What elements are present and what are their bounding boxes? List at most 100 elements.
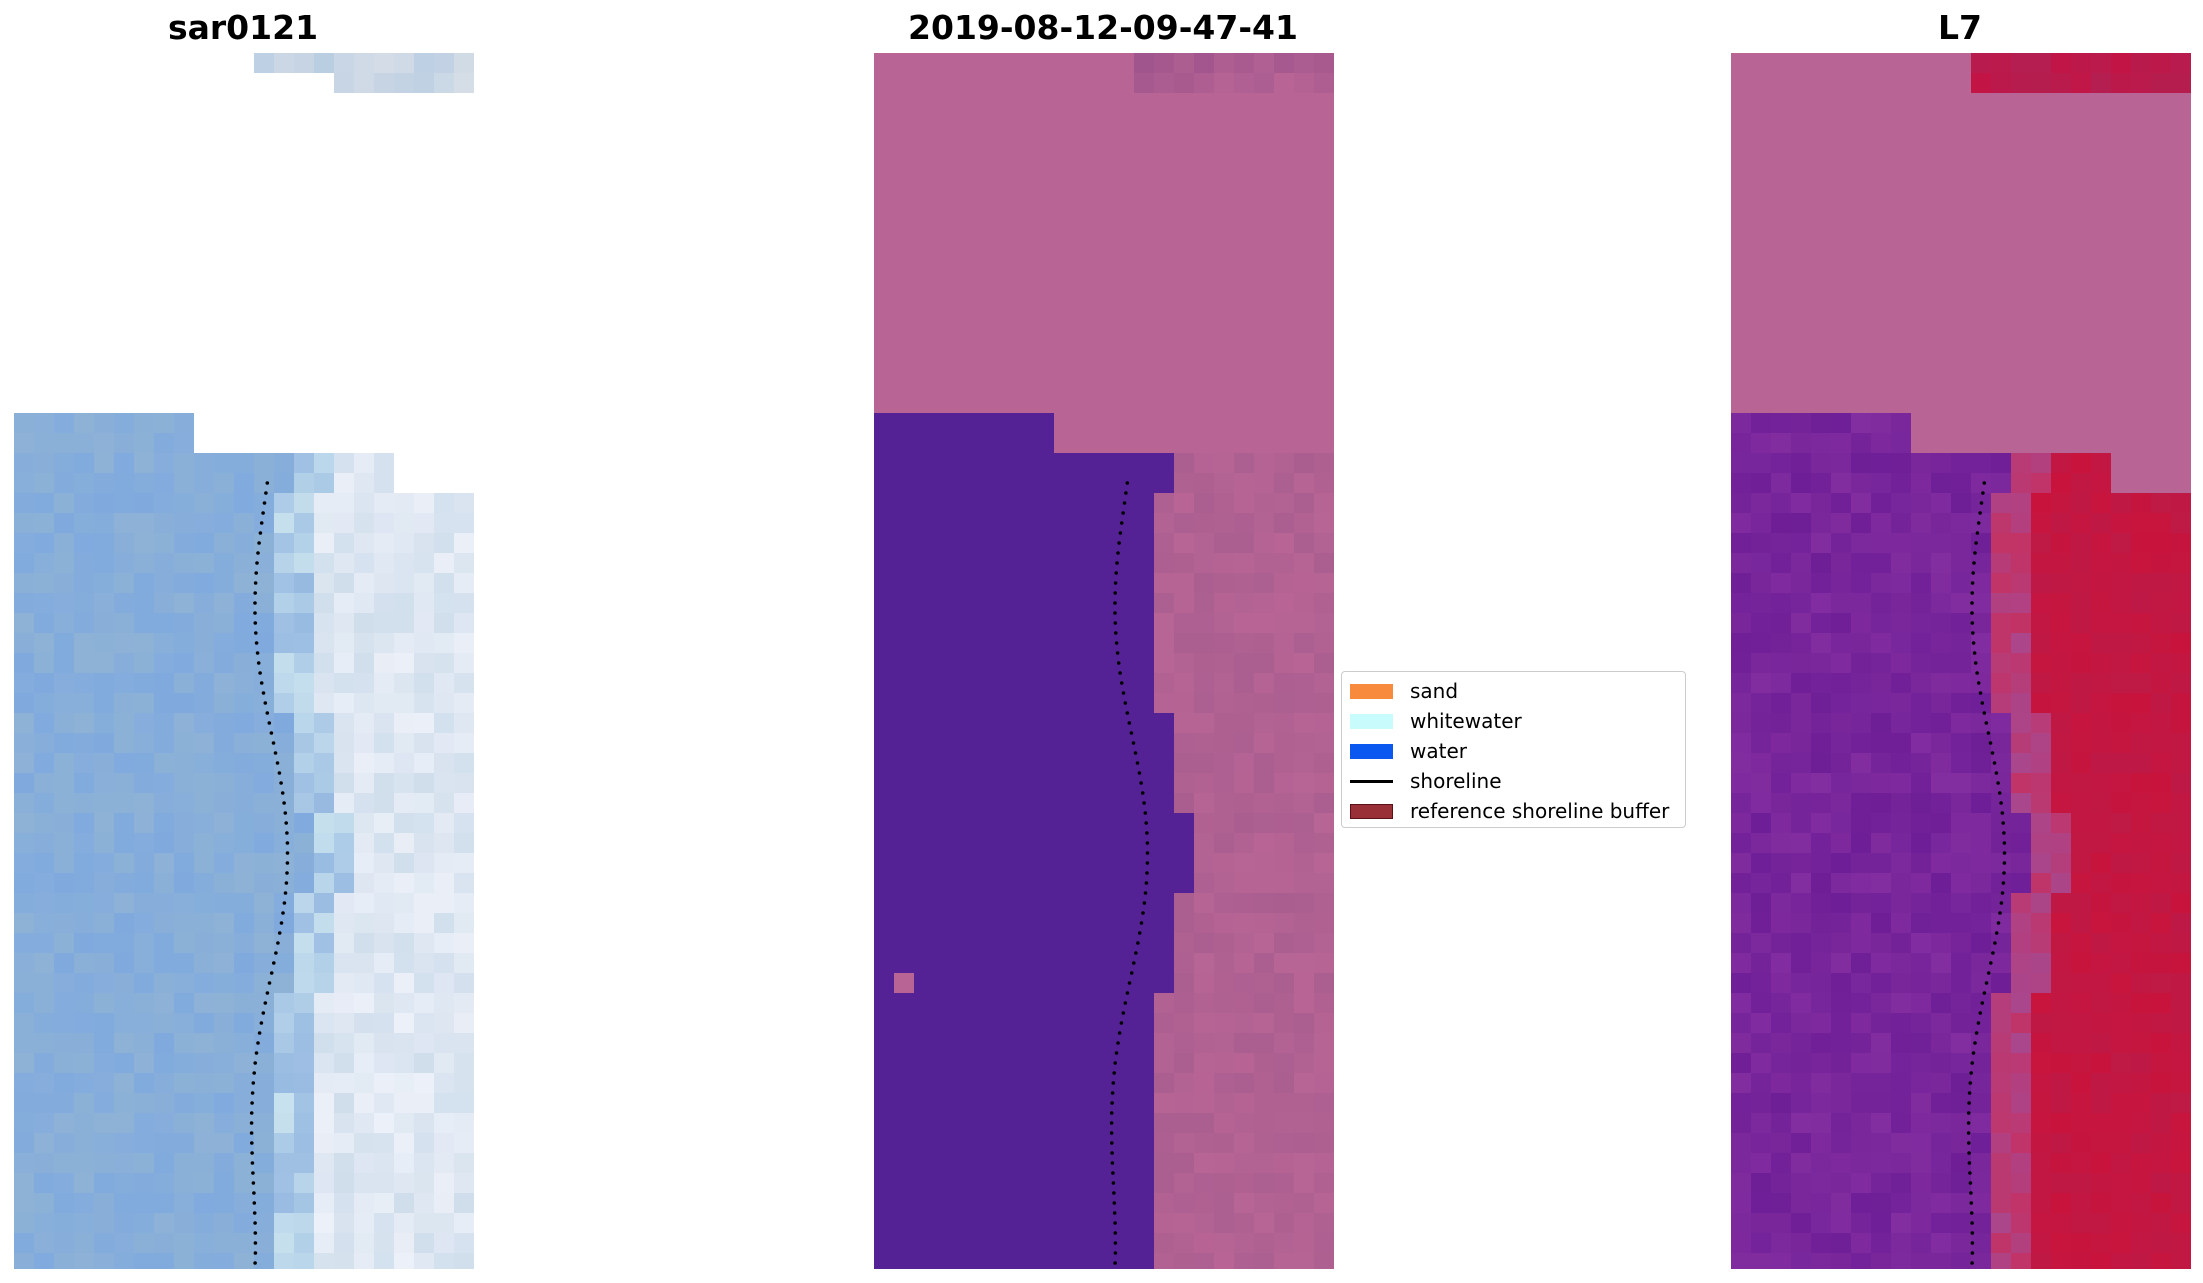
shoreline-point (1144, 881, 1149, 885)
shoreline-point (250, 1161, 255, 1165)
shoreline-point (1125, 711, 1130, 715)
shoreline-point (1113, 1231, 1118, 1235)
shoreline-point (249, 1121, 254, 1125)
shoreline-point (1145, 841, 1150, 845)
shoreline-point (1973, 1041, 1977, 1045)
shoreline-point (2002, 831, 2006, 835)
shoreline-point (1113, 581, 1118, 585)
shoreline-point (1127, 721, 1132, 725)
shoreline-point (1110, 1141, 1114, 1145)
shoreline-point (1136, 941, 1140, 945)
shoreline-point (256, 1041, 260, 1045)
shoreline-point (1121, 691, 1126, 695)
shoreline-point (1139, 921, 1144, 925)
shoreline-point (1111, 1181, 1116, 1185)
shoreline-point (250, 1141, 254, 1145)
shoreline-point (1970, 1241, 1975, 1245)
shoreline-point (1988, 741, 1993, 745)
legend-item-water: water (1350, 736, 1677, 766)
shoreline-point (254, 641, 259, 645)
shoreline-point (1110, 1091, 1115, 1095)
shoreline-point (1143, 891, 1148, 895)
shoreline-point (1139, 781, 1143, 785)
shoreline-point (1970, 601, 1974, 605)
shoreline-point (1991, 951, 1995, 955)
shoreline-point (1145, 871, 1149, 875)
shoreline-point (257, 541, 261, 545)
shoreline-point (1118, 671, 1122, 675)
shoreline-point (1109, 1121, 1114, 1125)
shoreline-point (276, 941, 280, 945)
shoreline-point (1986, 971, 1991, 975)
shoreline-point (1971, 641, 1976, 645)
shoreline-point (1122, 501, 1127, 505)
shoreline-point (250, 1101, 254, 1105)
legend-swatch-sand (1350, 683, 1393, 699)
legend-label-reference-buffer: reference shoreline buffer (1410, 799, 1670, 823)
shoreline-point (2000, 811, 2005, 815)
shoreline-point (1973, 551, 1977, 555)
shoreline-point (1111, 1081, 1116, 1085)
shoreline-point (271, 741, 276, 745)
shoreline-point (1998, 911, 2002, 915)
shoreline-point (250, 1151, 254, 1155)
shoreline-point (1976, 681, 1981, 685)
shoreline-point (1992, 761, 1997, 765)
shoreline-point (1111, 1171, 1115, 1175)
shoreline-point (267, 981, 272, 985)
shoreline-point (262, 501, 267, 505)
shoreline-point (1112, 1211, 1117, 1215)
shoreline-point (265, 481, 270, 485)
shoreline-point (1984, 981, 1989, 985)
classified-image (874, 53, 1334, 1269)
shoreline-point (282, 801, 286, 805)
classified-image-panel (874, 53, 1335, 1269)
panel-title-left: sar0121 (168, 8, 319, 47)
shoreline-point (1113, 611, 1117, 615)
shoreline-point (1975, 531, 1980, 535)
shoreline-point (1978, 511, 1982, 515)
shoreline-point (1113, 1241, 1118, 1245)
legend-swatch-reference-buffer (1350, 803, 1393, 819)
shoreline-point (1114, 1051, 1119, 1055)
legend-label-water: water (1410, 739, 1467, 763)
shoreline-point (284, 881, 289, 885)
legend-label-shoreline: shoreline (1410, 769, 1502, 793)
shoreline-point (1976, 521, 1981, 525)
shoreline-point (1967, 1091, 1972, 1095)
shoreline-point (253, 611, 257, 615)
shoreline-point (1973, 661, 1978, 665)
shoreline-point (279, 781, 283, 785)
shoreline-point (1996, 781, 2000, 785)
shoreline-point (1142, 901, 1147, 905)
legend-label-sand: sand (1410, 679, 1459, 703)
shoreline-point (249, 1131, 254, 1135)
shoreline-point (1109, 1111, 1114, 1115)
shoreline-point (259, 521, 264, 525)
shoreline-point (1982, 991, 1987, 995)
shoreline-point (1971, 1051, 1976, 1055)
shoreline-point (279, 921, 284, 925)
shoreline-point (253, 1261, 257, 1265)
shoreline-point (1116, 551, 1120, 555)
shoreline-point (2000, 891, 2005, 895)
shoreline-point (264, 491, 268, 495)
shoreline-point (263, 1001, 268, 1005)
shoreline-point (254, 571, 258, 575)
shoreline-point (251, 1181, 256, 1185)
shoreline-point (282, 901, 287, 905)
shoreline-point (254, 631, 258, 635)
shoreline-point (1116, 661, 1121, 665)
shoreline-point (1121, 511, 1125, 515)
shoreline-point (267, 721, 272, 725)
legend-item-shoreline: shoreline (1350, 766, 1677, 796)
shoreline-point (253, 1221, 257, 1225)
shoreline-point (1971, 631, 1975, 635)
shoreline-point (1119, 1021, 1124, 1025)
shoreline-point (1978, 1011, 1983, 1015)
legend-item-sand: sand (1350, 676, 1677, 706)
legend-item-whitewater: whitewater (1350, 706, 1677, 736)
shoreline-point (1974, 541, 1978, 545)
shoreline-point (261, 1011, 266, 1015)
shoreline-point (1116, 1041, 1120, 1045)
